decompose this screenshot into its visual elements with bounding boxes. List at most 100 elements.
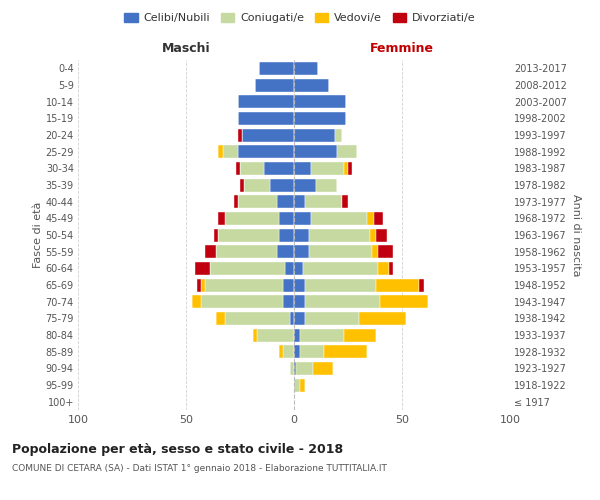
Bar [244, 178, 270, 192]
Text: Femmine: Femmine [370, 42, 434, 55]
Bar [193, 295, 201, 308]
Bar [335, 128, 341, 141]
Bar [313, 362, 333, 375]
Bar [283, 295, 294, 308]
Bar [238, 128, 242, 141]
Bar [225, 212, 279, 225]
Bar [301, 345, 324, 358]
Bar [277, 195, 294, 208]
Bar [294, 312, 305, 325]
Bar [324, 345, 367, 358]
Bar [253, 328, 257, 342]
Bar [301, 328, 344, 342]
Bar [359, 312, 406, 325]
Bar [294, 112, 346, 125]
Bar [279, 345, 283, 358]
Bar [348, 162, 352, 175]
Bar [216, 312, 225, 325]
Bar [294, 262, 302, 275]
Bar [283, 278, 294, 291]
Bar [294, 328, 301, 342]
Bar [344, 162, 348, 175]
Bar [301, 378, 305, 392]
Bar [294, 278, 305, 291]
Bar [223, 145, 238, 158]
Bar [277, 245, 294, 258]
Bar [311, 162, 344, 175]
Bar [302, 262, 378, 275]
Bar [294, 228, 309, 241]
Bar [210, 262, 286, 275]
Bar [294, 245, 309, 258]
Bar [309, 245, 372, 258]
Bar [238, 195, 277, 208]
Text: Popolazione per età, sesso e stato civile - 2018: Popolazione per età, sesso e stato civil… [12, 442, 343, 456]
Bar [270, 178, 294, 192]
Bar [238, 95, 294, 108]
Bar [257, 328, 294, 342]
Bar [233, 195, 238, 208]
Bar [240, 178, 244, 192]
Bar [201, 278, 205, 291]
Y-axis label: Fasce di età: Fasce di età [32, 202, 43, 268]
Bar [337, 145, 356, 158]
Bar [376, 278, 419, 291]
Bar [238, 112, 294, 125]
Bar [205, 278, 283, 291]
Bar [197, 278, 201, 291]
Bar [294, 78, 329, 92]
Bar [419, 278, 424, 291]
Bar [255, 78, 294, 92]
Bar [225, 312, 290, 325]
Bar [259, 62, 294, 75]
Bar [264, 162, 294, 175]
Bar [296, 362, 313, 375]
Bar [294, 345, 301, 358]
Bar [218, 212, 225, 225]
Bar [374, 212, 383, 225]
Bar [290, 312, 294, 325]
Bar [236, 162, 240, 175]
Bar [242, 128, 294, 141]
Bar [370, 228, 376, 241]
Bar [240, 162, 264, 175]
Bar [376, 228, 387, 241]
Bar [294, 212, 311, 225]
Bar [294, 178, 316, 192]
Bar [294, 162, 311, 175]
Bar [378, 245, 394, 258]
Bar [294, 62, 318, 75]
Bar [294, 195, 305, 208]
Bar [216, 245, 277, 258]
Text: Maschi: Maschi [161, 42, 211, 55]
Bar [294, 95, 346, 108]
Bar [294, 378, 301, 392]
Bar [309, 228, 370, 241]
Bar [367, 212, 374, 225]
Bar [344, 328, 376, 342]
Bar [283, 345, 294, 358]
Bar [290, 362, 294, 375]
Bar [194, 262, 210, 275]
Bar [389, 262, 394, 275]
Bar [378, 262, 389, 275]
Bar [372, 245, 378, 258]
Bar [380, 295, 428, 308]
Text: COMUNE DI CETARA (SA) - Dati ISTAT 1° gennaio 2018 - Elaborazione TUTTITALIA.IT: COMUNE DI CETARA (SA) - Dati ISTAT 1° ge… [12, 464, 387, 473]
Y-axis label: Anni di nascita: Anni di nascita [571, 194, 581, 276]
Bar [311, 212, 367, 225]
Bar [279, 212, 294, 225]
Bar [294, 145, 337, 158]
Bar [279, 228, 294, 241]
Legend: Celibi/Nubili, Coniugati/e, Vedovi/e, Divorziati/e: Celibi/Nubili, Coniugati/e, Vedovi/e, Di… [120, 8, 480, 28]
Bar [341, 195, 348, 208]
Bar [205, 245, 216, 258]
Bar [214, 228, 218, 241]
Bar [305, 278, 376, 291]
Bar [305, 312, 359, 325]
Bar [218, 145, 223, 158]
Bar [316, 178, 337, 192]
Bar [286, 262, 294, 275]
Bar [201, 295, 283, 308]
Bar [294, 362, 296, 375]
